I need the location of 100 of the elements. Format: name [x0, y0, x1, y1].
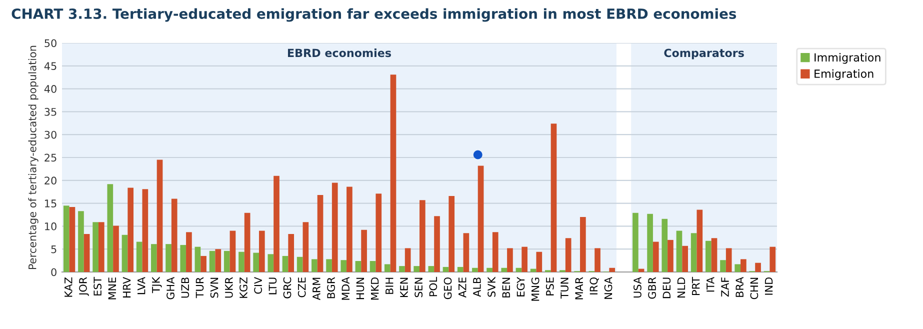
- x-tick-label: NLD: [677, 277, 686, 298]
- bar: [428, 266, 434, 272]
- y-tick-label: 0: [51, 268, 56, 276]
- bar: [580, 217, 586, 272]
- bar: [326, 259, 332, 272]
- bar: [230, 230, 236, 272]
- bar: [755, 262, 761, 272]
- bar: [253, 252, 259, 272]
- bar: [516, 268, 522, 272]
- bar: [200, 256, 206, 272]
- bar: [142, 189, 148, 272]
- x-tick-label: MDA: [342, 276, 350, 300]
- bar: [632, 212, 638, 272]
- y-tick-label: 35: [44, 108, 56, 116]
- bar: [690, 233, 697, 272]
- legend-label: Immigration: [814, 53, 880, 64]
- x-tick-label: DEU: [662, 278, 671, 298]
- bar: [734, 264, 741, 272]
- bar: [238, 252, 244, 272]
- x-tick-label: IND: [764, 277, 773, 295]
- bar: [550, 124, 557, 272]
- x-tick-label: TUN: [560, 278, 568, 299]
- x-tick-label: USA: [634, 276, 642, 298]
- bar: [706, 240, 712, 272]
- bar: [296, 256, 303, 272]
- bar: [98, 222, 104, 272]
- bar: [676, 230, 682, 272]
- bar: [317, 195, 324, 272]
- bar: [78, 211, 84, 272]
- bar: [361, 230, 367, 272]
- band-label: EBRD economies: [288, 48, 391, 58]
- bar: [457, 266, 464, 272]
- bar: [376, 194, 382, 272]
- bar: [171, 198, 178, 272]
- x-tick-label: LTU: [268, 278, 277, 294]
- x-tick-label: HUN: [356, 278, 364, 300]
- x-tick-label: UZB: [181, 278, 190, 298]
- x-tick-label: MAR: [575, 277, 583, 300]
- bar: [414, 266, 420, 272]
- x-tick-label: BGR: [327, 277, 335, 298]
- bar: [122, 234, 128, 272]
- x-tick-label: GEO: [444, 277, 452, 300]
- x-tick-label: MNG: [531, 278, 540, 301]
- x-tick-label: ZAF: [721, 277, 729, 297]
- bar: [390, 74, 396, 272]
- y-tick-label: 40: [44, 85, 56, 93]
- y-tick-label: 25: [44, 154, 56, 162]
- y-tick-label: 50: [44, 39, 56, 48]
- x-tick-label: POL: [429, 276, 438, 296]
- bar: [370, 261, 376, 272]
- y-tick-label: 10: [45, 222, 56, 230]
- bar: [166, 244, 172, 272]
- bar: [84, 234, 90, 272]
- band-label: Comparators: [664, 48, 744, 60]
- x-tick-label: TUR: [196, 277, 204, 298]
- bar: [209, 250, 216, 272]
- bar: [662, 218, 668, 272]
- bar: [244, 212, 250, 272]
- bar: [463, 233, 470, 272]
- x-tick-label: CZE: [298, 278, 306, 298]
- x-tick-label: MNE: [108, 278, 116, 300]
- bar: [92, 222, 98, 272]
- bar: [565, 238, 572, 272]
- x-tick-label: BEN: [502, 278, 510, 298]
- bar: [332, 182, 338, 272]
- y-tick-label: 45: [44, 62, 56, 70]
- x-tick-label: ALB: [473, 278, 481, 297]
- x-tick-label: TJK: [152, 276, 162, 294]
- bar: [312, 259, 318, 272]
- bar: [726, 248, 732, 272]
- x-tick-label: BIH: [386, 278, 394, 294]
- bar: [340, 260, 347, 272]
- x-tick-label: CIV: [254, 276, 262, 294]
- bar: [355, 261, 362, 272]
- bar: [647, 214, 653, 272]
- bar: [478, 166, 484, 272]
- bar: [448, 196, 455, 272]
- y-tick-label: 20: [44, 176, 56, 185]
- bar: [151, 244, 157, 272]
- x-tick-label: ARM: [312, 278, 320, 300]
- bar: [442, 266, 449, 272]
- bar: [288, 234, 294, 272]
- x-tick-label: HRV: [122, 276, 131, 298]
- bar: [282, 256, 288, 272]
- bar: [720, 260, 726, 272]
- x-tick-label: SEN: [414, 278, 423, 298]
- chart-title: CHART 3.13. Tertiary-educated emigration far exceeds immigration in most EBRD economies: [12, 8, 736, 22]
- bar: [63, 206, 70, 272]
- bar: [507, 248, 513, 272]
- y-axis-title: Percentage of tertiary-educated population: [28, 46, 38, 269]
- x-tick-label: GHA: [166, 276, 174, 300]
- bar: [186, 232, 192, 272]
- x-tick-label: KGZ: [240, 277, 248, 298]
- x-tick-label: EST: [94, 276, 102, 296]
- x-tick-label: SVK: [488, 276, 496, 297]
- x-tick-label: IRQ: [590, 277, 599, 294]
- bar: [486, 268, 492, 272]
- y-tick-label: 5: [51, 245, 56, 254]
- x-tick-label: CHN: [750, 278, 758, 300]
- bar: [472, 268, 478, 272]
